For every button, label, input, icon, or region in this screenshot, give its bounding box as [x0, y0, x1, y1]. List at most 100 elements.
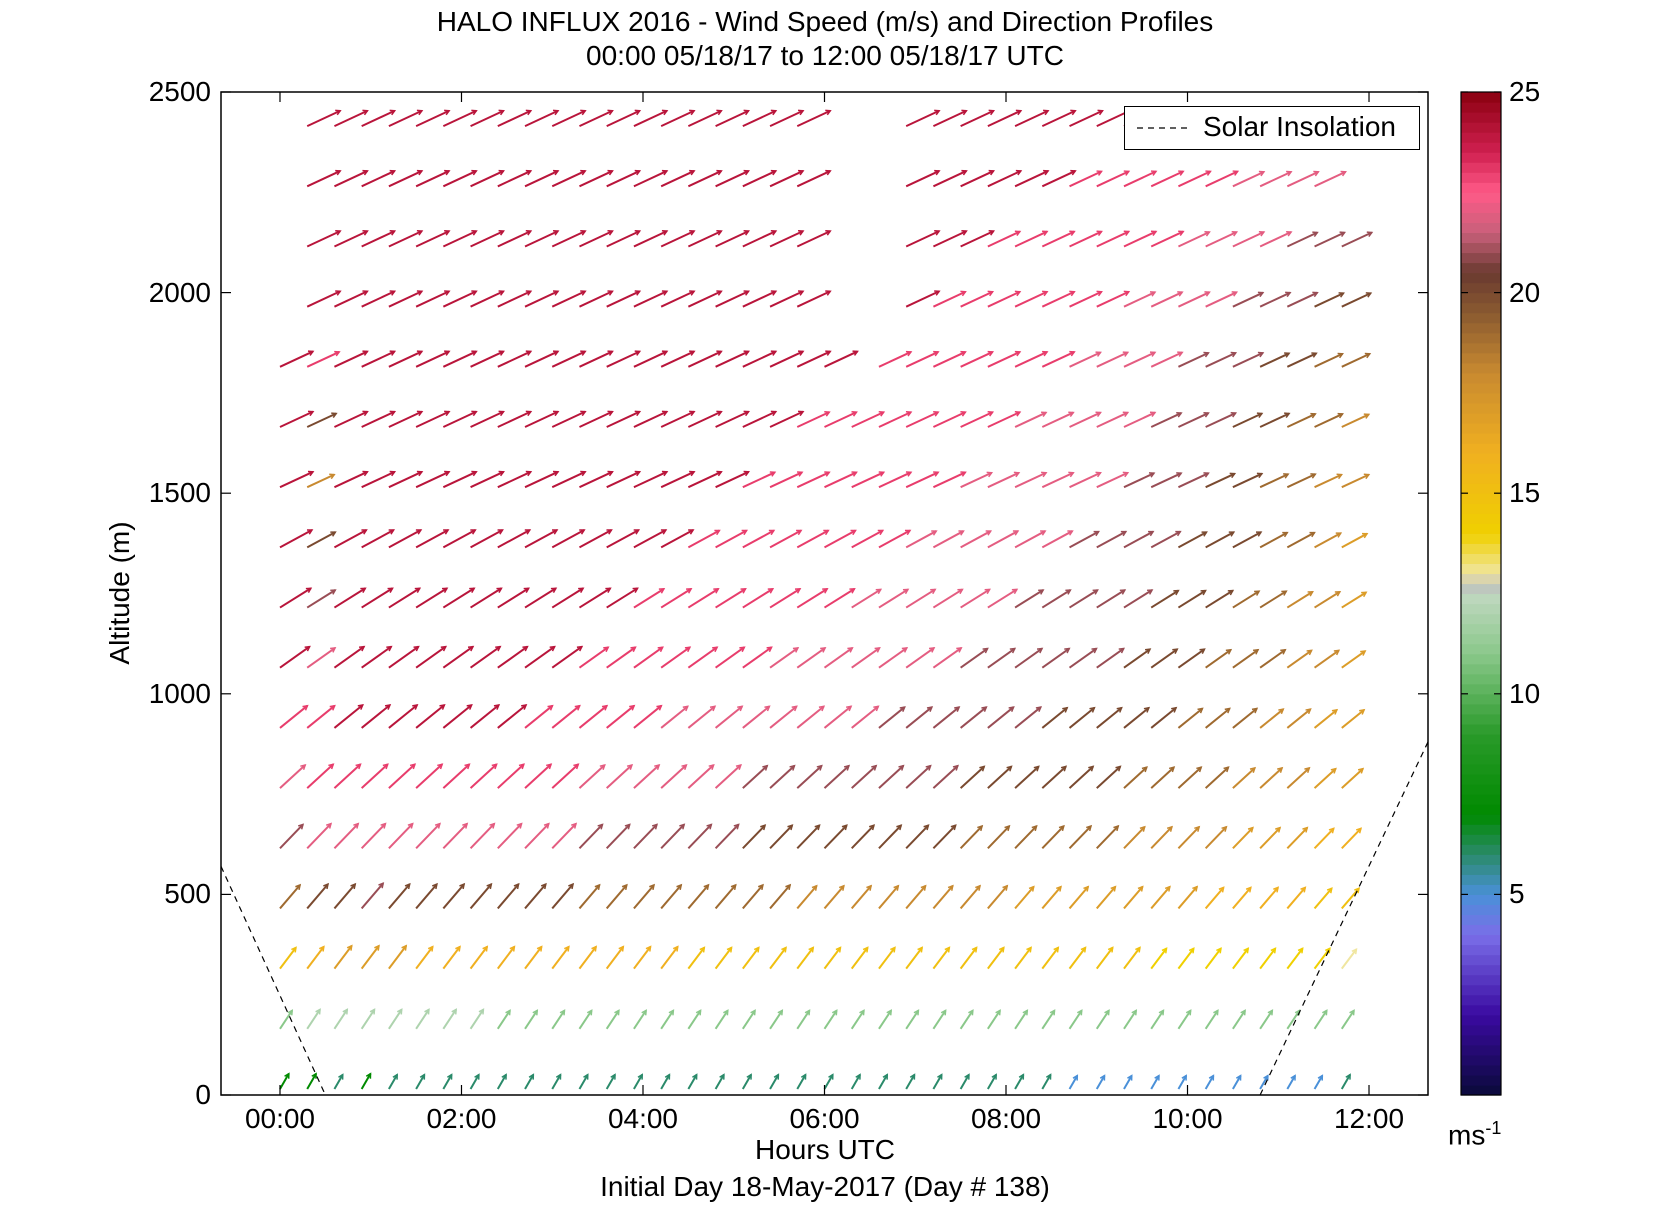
wind-arrow-head: [1123, 290, 1131, 297]
wind-arrow-head: [599, 763, 606, 770]
wind-arrow: [633, 230, 668, 248]
wind-arrow-head: [1247, 826, 1254, 833]
wind-arrow-head: [1158, 1009, 1165, 1016]
wind-arrow-head: [957, 588, 964, 595]
wind-arrow: [660, 1009, 675, 1030]
wind-arrow: [824, 350, 858, 368]
wind-arrow-head: [335, 169, 342, 176]
wind-arrow: [633, 410, 668, 428]
wind-arrow: [1259, 708, 1284, 729]
wind-arrow: [987, 706, 1015, 729]
wind-arrow-head: [1231, 230, 1239, 237]
wind-arrow: [1314, 170, 1346, 188]
wind-arrow: [1286, 649, 1313, 669]
wind-arrow-head: [874, 646, 881, 653]
wind-arrow: [1259, 826, 1281, 849]
wind-arrow-head: [552, 230, 560, 236]
wind-arrow-head: [1164, 885, 1171, 892]
wind-arrow-head: [605, 587, 612, 593]
wind-arrow-head: [580, 169, 587, 176]
wind-arrow: [1205, 170, 1239, 188]
wind-arrow-head: [905, 350, 913, 357]
wind-arrow-head: [338, 1073, 344, 1080]
wind-arrow: [742, 529, 775, 549]
wind-arrow-head: [1286, 230, 1293, 237]
wind-arrow-head: [362, 290, 369, 296]
wind-arrow-head: [574, 704, 581, 711]
wind-arrow: [932, 706, 960, 729]
wind-arrow-head: [961, 230, 968, 236]
wind-arrow-head: [1203, 411, 1210, 418]
wind-arrow: [878, 647, 908, 669]
wind-arrow-head: [1038, 589, 1045, 595]
wind-arrow-head: [716, 109, 723, 116]
wind-arrow-head: [798, 410, 805, 417]
colorbar-band: [1461, 794, 1501, 805]
wind-arrow: [1068, 1009, 1083, 1030]
colorbar-band: [1461, 713, 1501, 725]
wind-arrow: [524, 350, 559, 368]
wind-arrow: [1014, 1074, 1025, 1090]
wind-arrow-head: [1070, 109, 1077, 116]
wind-arrow: [987, 290, 1021, 308]
wind-arrow-head: [1205, 170, 1212, 176]
wind-arrow: [1014, 765, 1040, 789]
wind-arrow-head: [416, 350, 424, 356]
wind-arrow-head: [552, 350, 560, 356]
wind-arrow-head: [1321, 1009, 1328, 1016]
colorbar-band: [1461, 884, 1501, 895]
wind-arrow: [769, 230, 804, 248]
wind-arrow: [306, 109, 341, 128]
wind-arrow-head: [1203, 472, 1210, 478]
wind-arrow-head: [606, 529, 613, 535]
wind-arrow-head: [1095, 351, 1102, 357]
wind-arrow: [442, 230, 477, 248]
wind-arrow-head: [1088, 765, 1095, 772]
wind-arrow-head: [607, 470, 614, 477]
wind-arrow: [1340, 1009, 1355, 1030]
wind-arrow: [742, 705, 771, 729]
wind-arrow: [1259, 231, 1292, 248]
wind-arrow-head: [692, 1073, 698, 1080]
wind-arrow: [823, 946, 842, 970]
wind-arrow-head: [525, 290, 533, 296]
colorbar-band: [1461, 152, 1501, 163]
wind-arrow-head: [878, 411, 886, 417]
wind-arrow: [959, 946, 978, 970]
wind-arrow-head: [816, 764, 823, 771]
wind-arrow: [851, 411, 885, 428]
wind-arrow-head: [896, 824, 903, 831]
wind-arrow: [823, 1074, 834, 1090]
wind-arrow-head: [1194, 825, 1201, 832]
wind-arrow: [606, 704, 635, 729]
colorbar-band: [1461, 924, 1501, 936]
wind-arrow-head: [1062, 706, 1069, 713]
wind-arrow: [306, 473, 335, 489]
wind-arrow: [987, 109, 1022, 128]
wind-arrow-head: [580, 410, 587, 417]
wind-arrow: [878, 824, 902, 849]
wind-arrow-head: [362, 350, 369, 356]
colorbar-band: [1461, 332, 1501, 344]
wind-arrow: [1095, 946, 1114, 970]
wind-arrow: [606, 170, 641, 188]
wind-arrow-head: [964, 1073, 970, 1080]
wind-arrow-head: [1359, 708, 1366, 715]
wind-arrow: [306, 1073, 317, 1090]
wind-arrow: [306, 531, 336, 549]
wind-arrow: [742, 471, 776, 489]
wind-arrow: [470, 109, 504, 128]
wind-arrow: [415, 230, 450, 248]
wind-arrow: [1123, 411, 1156, 428]
wind-arrow-head: [886, 1009, 893, 1016]
wind-arrow-head: [498, 169, 505, 176]
colorbar-band: [1461, 804, 1501, 815]
wind-arrow: [741, 1009, 756, 1030]
wind-arrow-head: [762, 764, 769, 771]
wind-arrow: [687, 764, 715, 789]
wind-arrow: [1204, 826, 1228, 849]
wind-arrow-head: [482, 945, 489, 952]
wind-arrow-head: [424, 1008, 430, 1015]
wind-arrow-head: [855, 1073, 861, 1080]
wind-arrow-head: [641, 1009, 647, 1016]
